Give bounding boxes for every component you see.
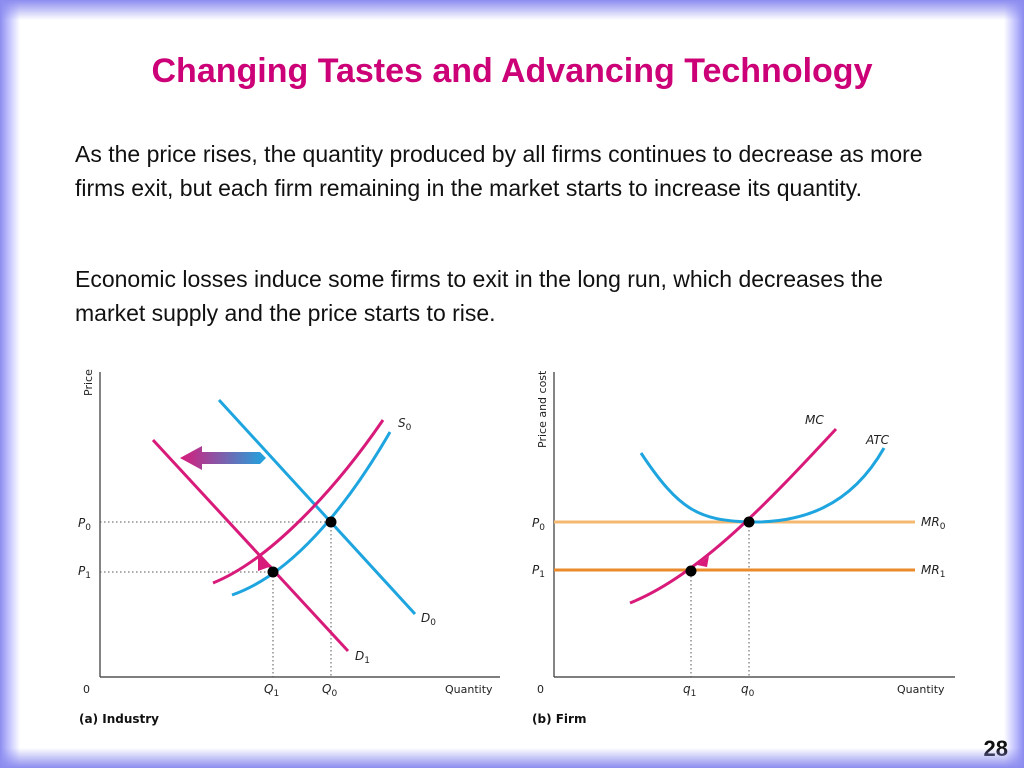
industry-caption: (a) Industry: [79, 712, 159, 726]
mr1-label: MR1: [921, 563, 945, 580]
demand-d0-label: D0: [421, 611, 436, 628]
firm-p1-label: P1: [532, 563, 545, 580]
industry-equilibrium-p0-point: [325, 516, 337, 528]
firm-caption: (b) Firm: [532, 712, 586, 726]
firm-q0-label: q0: [741, 682, 755, 699]
industry-y-axis-label: Price: [82, 369, 95, 396]
firm-q1-label: q1: [683, 682, 696, 699]
average-total-cost-curve: [639, 447, 886, 524]
industry-panel: Price Quantity 0 P0 P1 Q1 Q0 S0 D0 D1 (a…: [78, 369, 500, 726]
industry-origin: 0: [83, 683, 90, 696]
slide-title: Changing Tastes and Advancing Technology: [151, 52, 873, 90]
industry-q1-label: Q1: [264, 682, 279, 699]
supply-curve-s1: [212, 419, 385, 585]
industry-equilibrium-p1-point: [267, 566, 279, 578]
firm-x-axis-label: Quantity: [897, 683, 945, 696]
industry-p1-label: P1: [78, 564, 91, 581]
firm-origin: 0: [537, 683, 544, 696]
firm-point-q1: [685, 565, 697, 577]
firm-panel: Price and cost Quantity 0 P0 P1 q1 q0 MC…: [532, 370, 955, 726]
demand-curve-d1: [151, 438, 350, 653]
movement-arrow-icon: [258, 556, 272, 571]
paragraph-2: Economic losses induce some firms to exi…: [75, 266, 883, 326]
industry-q0-label: Q0: [322, 682, 337, 699]
industry-p0-label: P0: [78, 516, 91, 533]
firm-point-q0: [743, 516, 755, 528]
demand-d1-label: D1: [355, 649, 370, 666]
marginal-cost-curve: [629, 427, 838, 605]
supply-curve-s0: [231, 431, 392, 597]
firm-y-axis-label: Price and cost: [536, 370, 549, 448]
up-right-arrow-icon: [697, 556, 709, 567]
left-shift-arrow-icon: [180, 446, 266, 470]
supply-s0-label: S0: [398, 416, 412, 433]
paragraph-1: As the price rises, the quantity produce…: [75, 141, 923, 201]
page-number: 28: [983, 736, 1008, 761]
atc-label: ATC: [865, 433, 890, 447]
demand-curve-d0: [217, 398, 417, 616]
firm-p0-label: P0: [532, 516, 545, 533]
mr0-label: MR0: [921, 515, 946, 532]
industry-x-axis-label: Quantity: [445, 683, 493, 696]
mc-label: MC: [805, 413, 824, 427]
